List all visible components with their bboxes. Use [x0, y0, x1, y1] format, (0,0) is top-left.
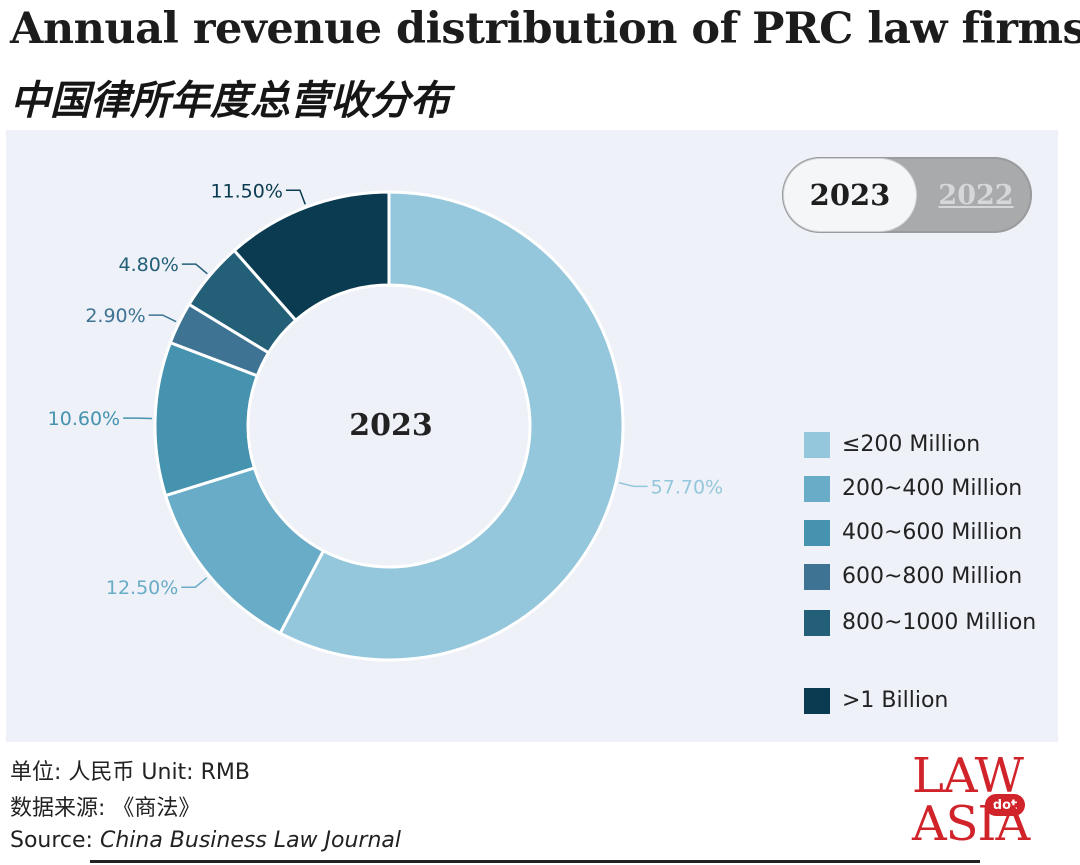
legend-swatch [804, 610, 830, 636]
leader-line-600-800m [148, 314, 177, 323]
chart-title-en: Annual revenue distribution of PRC law f… [10, 4, 1080, 54]
legend-item-200-400m[interactable]: 200~400 Million [804, 476, 1042, 505]
data-label-400-600m: 10.60% [48, 408, 120, 430]
data-label-200-400m: 12.50% [106, 577, 178, 599]
data-label-gt-1b: 11.50% [210, 180, 282, 202]
data-source-zh: 数据来源: 《商法》 [10, 796, 201, 821]
legend-label: ≤200 Million [842, 432, 981, 457]
donut-chart: 57.70% 12.50% 10.60% 2.90% 4.80% 11.50% [48, 180, 723, 662]
legend-swatch [804, 564, 830, 590]
source-credit: Source: China Business Law Journal [10, 828, 401, 853]
logo-dot-badge: dot [985, 794, 1025, 816]
legend-swatch [804, 520, 830, 546]
legend-label: 200~400 Million [842, 476, 1023, 501]
donut-slice-le-200m[interactable] [278, 190, 625, 662]
bottom-rule [90, 860, 980, 863]
legend-label: 600~800 Million [842, 564, 1023, 589]
data-label-600-800m: 2.90% [85, 305, 145, 327]
legend-item-le-200m[interactable]: ≤200 Million [804, 432, 1042, 461]
donut-center-label: 2023 [349, 408, 433, 443]
legend-item-400-600m[interactable]: 400~600 Million [804, 520, 1042, 549]
chart-panel: 57.70% 12.50% 10.60% 2.90% 4.80% 11.50% 2023 … [6, 130, 1058, 742]
year-toggle[interactable]: 2023 2022 [782, 157, 1032, 233]
unit-note: 单位: 人民币 Unit: RMB [10, 760, 250, 785]
legend-label: 800~1000 Million [842, 610, 1037, 635]
legend-label: 400~600 Million [842, 520, 1023, 545]
leader-line-200-400m [181, 577, 208, 588]
leader-line-800-1000m [181, 263, 208, 275]
chart-title-zh: 中国律所年度总营收分布 [10, 78, 450, 124]
data-label-le-200m: 57.70% [651, 476, 723, 498]
year-option-2022[interactable]: 2022 [938, 179, 1014, 211]
source-prefix: Source: [10, 828, 100, 853]
legend-item-gt-1b[interactable]: >1 Billion [804, 688, 1042, 717]
donut-slice-gt-1b[interactable] [232, 190, 391, 323]
legend-swatch [804, 688, 830, 714]
legend-item-800-1000m[interactable]: 800~1000 Million [804, 610, 1042, 639]
legend-swatch [804, 476, 830, 502]
year-option-2023[interactable]: 2023 [784, 159, 916, 231]
legend-label: >1 Billion [842, 688, 949, 713]
logo-asia-text: ASIA [912, 796, 1030, 852]
legend-swatch [804, 432, 830, 458]
lawdotasia-logo[interactable]: LAW dot ASIA [910, 748, 1050, 852]
source-name: China Business Law Journal [99, 828, 402, 853]
legend-item-600-800m[interactable]: 600~800 Million [804, 564, 1042, 593]
leader-line-gt-1b [285, 189, 306, 205]
data-label-800-1000m: 4.80% [118, 254, 178, 276]
leader-line-le-200m [618, 482, 648, 488]
